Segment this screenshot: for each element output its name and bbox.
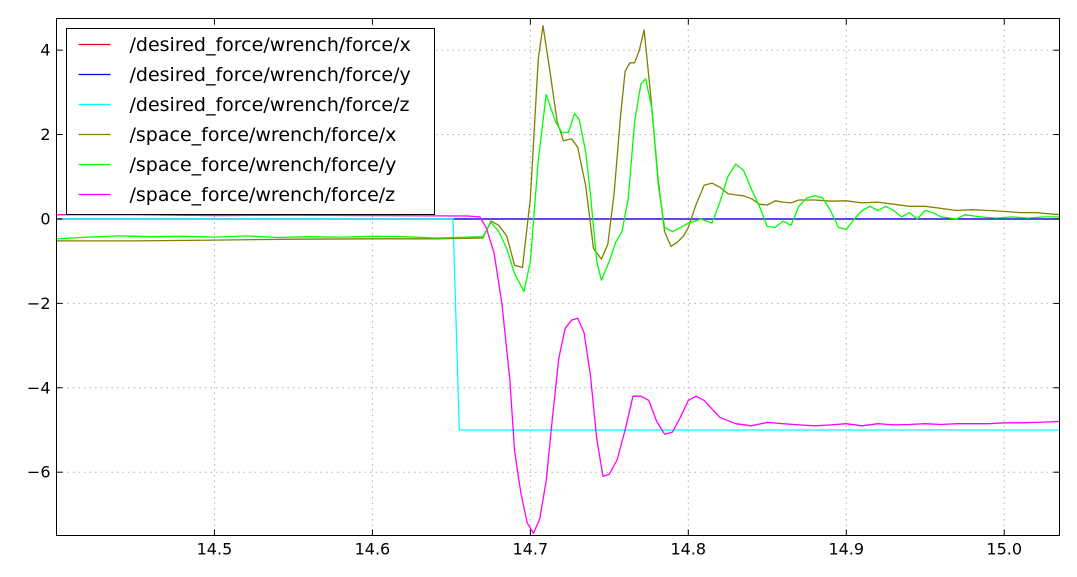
series-lines	[56, 25, 1060, 535]
x-tick-label: 14.7	[513, 540, 549, 559]
legend-entry: /desired_force/wrench/force/x	[130, 34, 411, 56]
axes-frame	[56, 18, 1060, 536]
legend-entry: /space_force/wrench/force/x	[130, 124, 397, 146]
x-tick-label: 14.6	[355, 540, 391, 559]
series-line-3	[56, 218, 1060, 431]
y-tick-label: 4	[40, 41, 50, 60]
legend-box	[66, 28, 435, 215]
legend: /desired_force/wrench/force/x/desired_fo…	[66, 28, 435, 215]
y-tick-label: −2	[27, 294, 51, 313]
y-tick-label: −4	[27, 378, 51, 397]
legend-entry: /space_force/wrench/force/z	[130, 184, 396, 206]
x-tick-label: 14.5	[197, 540, 233, 559]
legend-entry: /space_force/wrench/force/y	[130, 154, 397, 176]
series-line-5	[56, 78, 1060, 293]
legend-entry: /desired_force/wrench/force/z	[130, 94, 410, 116]
series-line-4	[56, 25, 1060, 269]
axis-ticks: 14.5 14.6 14.7 14.8 14.9 15.0 −6 −4 −2 0 2 4	[27, 18, 1060, 559]
legend-entry: /desired_force/wrench/force/y	[130, 64, 411, 86]
y-tick-label: 0	[40, 209, 50, 228]
y-tick-label: 2	[40, 125, 50, 144]
x-tick-label: 15.0	[986, 540, 1022, 559]
y-tick-label: −6	[27, 463, 51, 482]
series-line-6	[56, 214, 1060, 535]
x-tick-label: 14.8	[670, 540, 706, 559]
x-tick-label: 14.9	[828, 540, 864, 559]
